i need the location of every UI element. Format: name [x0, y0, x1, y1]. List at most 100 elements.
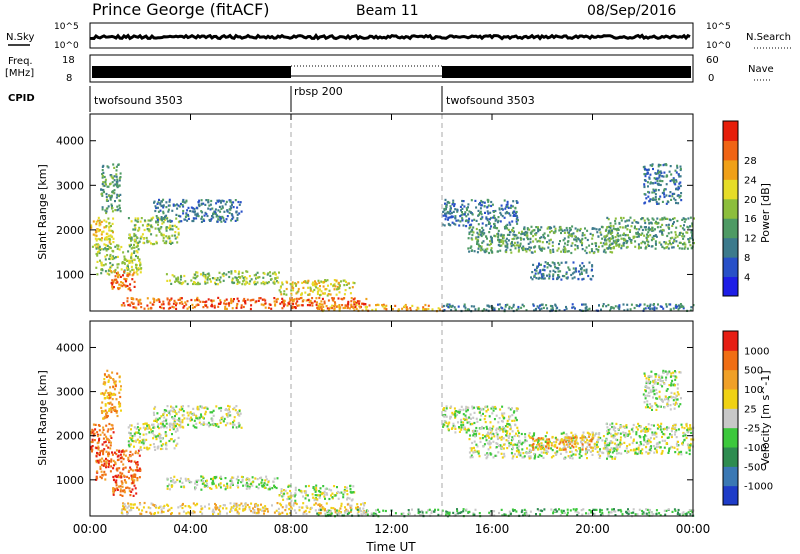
velocity-echo-cell [105, 466, 107, 469]
velocity-echo-cell [490, 407, 493, 410]
power-echo-cell [486, 304, 489, 307]
velocity-echo-cell [186, 417, 189, 420]
power-echo-cell [609, 231, 612, 234]
velocity-echo-cell [244, 503, 247, 506]
velocity-echo-cell [162, 510, 165, 514]
velocity-echo-cell [290, 496, 293, 499]
velocity-echo-cell [176, 419, 179, 422]
power-echo-cell [451, 203, 454, 206]
power-echo-cell [617, 305, 620, 308]
power-echo-cell [647, 226, 650, 229]
velocity-echo-cell [473, 406, 476, 409]
power-echo-cell [689, 237, 692, 240]
power-echo-cell [571, 225, 574, 228]
power-echo-cell [651, 191, 654, 194]
power-echo-cell [289, 282, 292, 286]
velocity-echo-cell [160, 508, 163, 511]
velocity-echo-cell [107, 453, 109, 456]
velocity-echo-cell [330, 506, 333, 510]
power-echo-cell [295, 284, 297, 287]
power-echo-cell [106, 232, 109, 236]
velocity-echo-cell [227, 413, 230, 416]
power-ytick-label: 3000 [56, 179, 84, 192]
power-echo-cell [133, 238, 136, 241]
power-echo-cell [656, 226, 659, 229]
power-echo-cell [168, 204, 171, 207]
power-echo-cell [313, 288, 316, 292]
power-echo-cell [581, 232, 584, 235]
power-echo-cell [199, 300, 202, 303]
velocity-echo-cell [322, 485, 325, 488]
velocity-echo-cell [216, 423, 219, 426]
power-echo-cell [506, 245, 509, 248]
velocity-echo-cell [271, 504, 273, 507]
velocity-echo-cell [235, 502, 238, 505]
power-echo-cell [663, 193, 666, 196]
power-echo-cell [449, 212, 452, 215]
power-echo-cell [307, 279, 310, 282]
velocity-echo-cell [252, 507, 254, 510]
power-echo-cell [270, 307, 273, 310]
velocity-echo-cell [250, 510, 253, 513]
velocity-echo-cell [511, 419, 514, 422]
power-echo-cell [274, 303, 277, 306]
power-echo-cell [90, 224, 93, 227]
power-echo-cell [591, 268, 593, 271]
power-echo-cell [177, 278, 179, 281]
velocity-echo-cell [116, 410, 119, 413]
power-echo-cell [126, 297, 129, 300]
velocity-echo-cell [139, 446, 142, 449]
power-echo-cell [683, 228, 686, 231]
velocity-echo-cell [102, 382, 105, 385]
power-echo-cell [469, 246, 472, 249]
power-echo-cell [219, 219, 222, 222]
velocity-echo-cell [106, 416, 109, 419]
power-echo-cell [195, 271, 198, 274]
power-echo-cell [576, 228, 579, 231]
power-echo-cell [665, 246, 668, 249]
velocity-echo-cell [331, 492, 334, 495]
velocity-echo-cell [328, 488, 331, 491]
power-echo-cell [181, 200, 184, 203]
power-echo-cell [286, 304, 289, 307]
power-echo-cell [118, 179, 121, 182]
velocity-echo-cell [445, 415, 448, 418]
power-echo-cell [167, 226, 170, 229]
power-echo-cell [689, 244, 692, 247]
power-echo-cell [595, 228, 598, 231]
velocity-echo-cell [226, 414, 229, 417]
velocity-echo-cell [146, 424, 149, 427]
power-echo-cell [220, 207, 223, 210]
velocity-echo-cell [235, 405, 238, 408]
velocity-echo-cell [317, 503, 320, 506]
power-echo-cell [224, 307, 227, 310]
velocity-echo-cell [319, 490, 322, 494]
velocity-echo-cell [104, 409, 107, 412]
power-echo-cell [274, 273, 277, 276]
velocity-echo-cell [129, 494, 132, 497]
velocity-echo-cell [90, 445, 93, 448]
velocity-echo-cell [206, 407, 209, 410]
power-echo-cell [538, 263, 540, 266]
power-echo-cell [279, 286, 282, 289]
velocity-echo-cell [286, 492, 289, 495]
velocity-echo-cell [180, 408, 183, 412]
velocity-echo-cell [642, 511, 645, 514]
power-echo-cell [194, 210, 196, 213]
power-echo-cell [479, 245, 481, 248]
power-echo-cell [564, 248, 567, 251]
power-echo-cell [175, 304, 177, 307]
velocity-echo-cell [133, 445, 135, 448]
power-echo-cell [658, 230, 661, 233]
power-colorbar-swatch [723, 237, 738, 258]
power-echo-cell [166, 220, 169, 223]
power-echo-cell [109, 182, 112, 185]
power-echo-cell [485, 217, 488, 220]
power-echo-cell [200, 273, 202, 276]
power-echo-cell [572, 232, 575, 235]
power-echo-cell [619, 226, 622, 229]
velocity-echo-cell [316, 512, 319, 515]
power-echo-cell [258, 276, 261, 279]
velocity-echo-cell [498, 426, 501, 429]
velocity-echo-cell [179, 423, 182, 426]
